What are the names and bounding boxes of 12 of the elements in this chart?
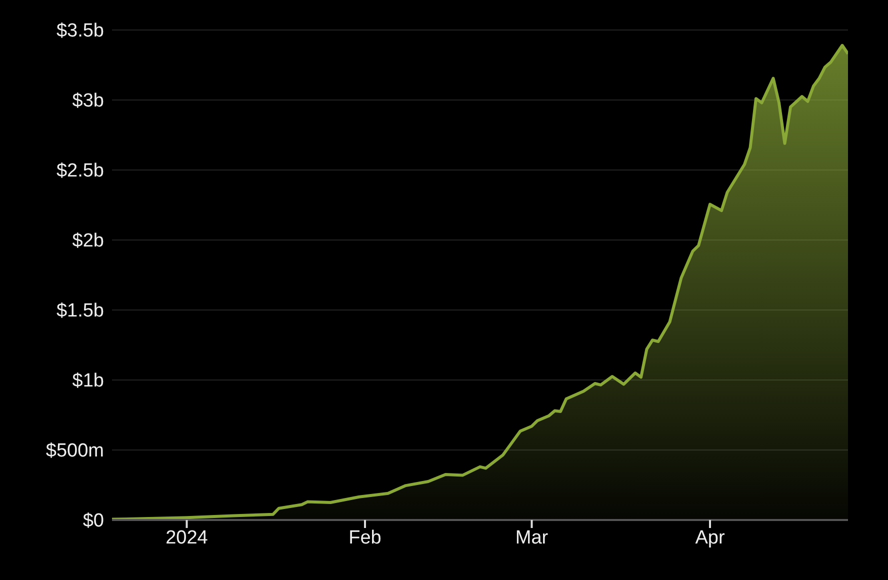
- x-tick-label: Mar: [515, 527, 549, 548]
- y-tick-label: $2.5b: [56, 160, 104, 182]
- y-tick-label: $1.5b: [56, 300, 104, 322]
- x-tick-label: 2024: [166, 527, 208, 548]
- y-tick-label: $3b: [72, 90, 104, 112]
- y-tick-label: $3.5b: [56, 20, 104, 42]
- y-tick-label: $500m: [46, 440, 104, 462]
- x-tick-label: Apr: [695, 527, 726, 548]
- y-tick-label: $0: [82, 510, 104, 532]
- y-tick-label: $2b: [72, 230, 104, 252]
- y-tick-label: $1b: [72, 370, 104, 392]
- x-tick-label: Feb: [348, 527, 382, 548]
